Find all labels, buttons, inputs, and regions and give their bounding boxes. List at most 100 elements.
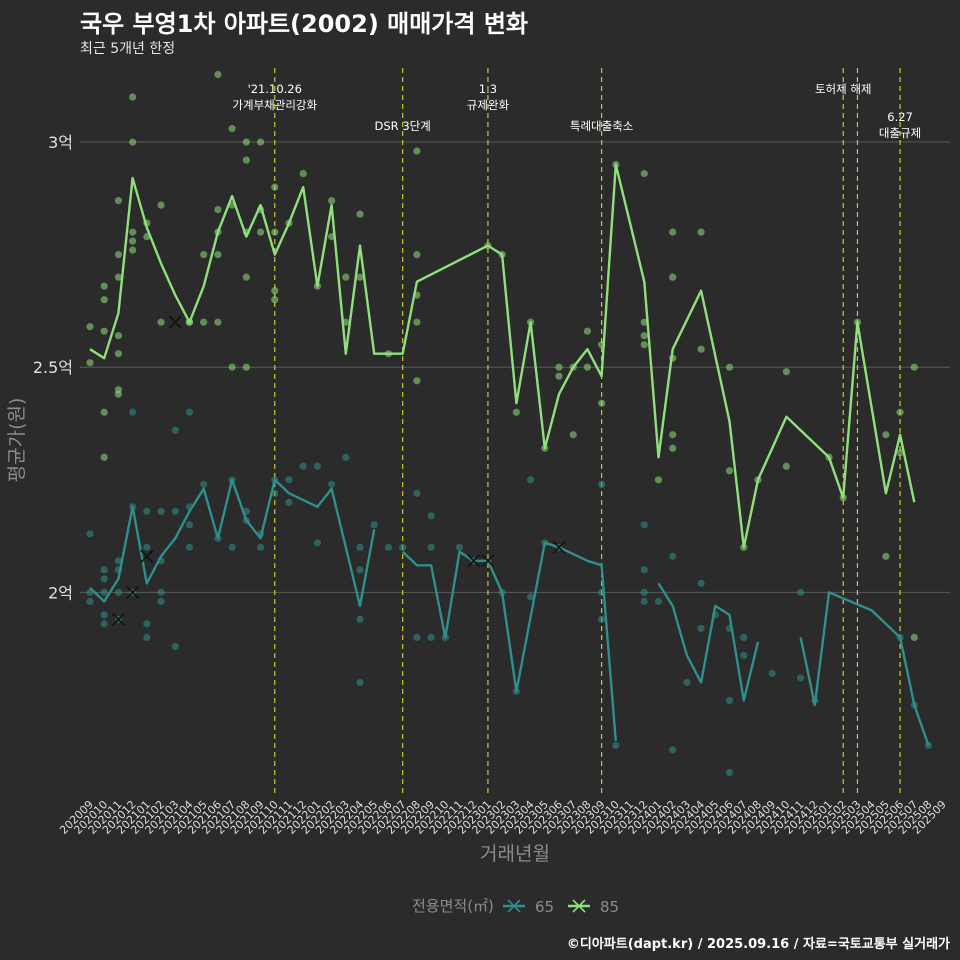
- point-85: [782, 462, 790, 470]
- y-tick-label: 3억: [48, 133, 73, 152]
- point-85: [100, 327, 108, 335]
- point-85: [725, 467, 734, 475]
- point-85: [214, 251, 222, 259]
- point-65: [200, 480, 208, 488]
- point-65: [185, 408, 194, 416]
- point-85: [356, 273, 364, 281]
- y-axis-title: 평균가(원): [6, 398, 28, 483]
- point-85: [725, 363, 734, 371]
- cross-marker-65: [467, 554, 481, 568]
- point-65: [114, 588, 123, 596]
- point-65: [384, 543, 393, 551]
- point-65: [185, 543, 194, 551]
- point-85: [896, 408, 904, 416]
- axis-layer: 2억2.5억3억20200920201020201120201220210120…: [33, 133, 949, 837]
- point-85: [640, 332, 648, 340]
- cross-stroke: [552, 540, 566, 554]
- point-65: [256, 543, 265, 551]
- point-65: [143, 543, 151, 551]
- point-85: [271, 287, 279, 295]
- point-85: [640, 169, 648, 178]
- point-65: [328, 480, 336, 488]
- cross-marker-65: [126, 585, 140, 599]
- event-label: 가계부채관리강화: [232, 98, 317, 112]
- point-65: [86, 597, 94, 605]
- point-65: [455, 543, 464, 551]
- point-85: [654, 476, 663, 484]
- point-65: [342, 453, 350, 461]
- source-caption: ©디아파트(dapt.kr) / 2025.09.16 / 자료=국토교통부 실…: [566, 937, 950, 952]
- point-85: [569, 431, 577, 439]
- point-65: [526, 476, 535, 484]
- cross-markers-layer: [111, 315, 566, 626]
- point-85: [114, 332, 123, 340]
- cross-marker-65: [552, 540, 566, 554]
- cross-marker-65: [140, 549, 154, 563]
- point-65: [285, 498, 293, 506]
- point-85: [100, 282, 108, 290]
- point-85: [896, 449, 904, 457]
- point-85: [129, 138, 137, 146]
- point-65: [427, 512, 435, 520]
- cross-stroke: [481, 554, 495, 568]
- point-65: [612, 741, 620, 750]
- point-85: [200, 251, 208, 259]
- point-65: [299, 462, 307, 470]
- point-85: [669, 273, 677, 281]
- point-65: [143, 507, 151, 515]
- point-85: [697, 345, 705, 353]
- event-label: DSR 3단계: [375, 119, 431, 133]
- point-85: [342, 273, 350, 281]
- scatter-points-layer: [86, 70, 933, 777]
- legend-label-85: 85: [600, 898, 619, 916]
- point-65: [157, 507, 165, 515]
- point-85: [555, 372, 563, 380]
- point-85: [413, 251, 421, 259]
- y-tick-label: 2억: [48, 583, 73, 602]
- point-65: [669, 552, 677, 560]
- point-85: [100, 453, 108, 461]
- point-85: [299, 169, 307, 178]
- point-85: [782, 368, 790, 376]
- point-85: [910, 363, 918, 371]
- point-85: [242, 138, 250, 146]
- point-65: [143, 633, 151, 641]
- point-65: [143, 620, 151, 628]
- point-85: [328, 197, 336, 205]
- point-85: [129, 93, 137, 101]
- event-label: 규제완화: [467, 98, 510, 112]
- point-85: [86, 323, 94, 331]
- event-label: 6.27: [887, 110, 913, 124]
- point-65: [157, 597, 165, 605]
- point-65: [640, 521, 648, 529]
- point-65: [697, 624, 705, 632]
- event-label: 대출규제: [879, 126, 921, 140]
- point-65: [797, 588, 805, 596]
- point-85: [271, 296, 279, 304]
- point-65: [100, 588, 108, 596]
- point-65: [313, 539, 321, 547]
- point-65: [598, 615, 606, 623]
- cross-marker-65: [111, 612, 125, 626]
- point-85: [583, 363, 592, 371]
- point-65: [797, 674, 805, 682]
- point-65: [356, 566, 364, 574]
- point-65: [86, 530, 94, 538]
- cross-stroke: [126, 585, 140, 599]
- point-85: [129, 228, 137, 236]
- cross-marker-85: [168, 315, 182, 329]
- point-85: [214, 206, 222, 214]
- point-65: [427, 633, 435, 641]
- legend: 전용면적(㎡) 65 85: [412, 897, 619, 916]
- legend-cross: [507, 899, 521, 913]
- cross-stroke: [168, 315, 182, 329]
- chart-title: 국우 부영1차 아파트(2002) 매매가격 변화: [80, 10, 528, 38]
- point-85: [114, 273, 123, 281]
- point-65: [100, 620, 108, 628]
- point-85: [129, 237, 137, 245]
- point-85: [100, 408, 108, 416]
- point-65: [669, 746, 677, 754]
- point-65: [356, 615, 364, 623]
- point-85: [129, 246, 137, 254]
